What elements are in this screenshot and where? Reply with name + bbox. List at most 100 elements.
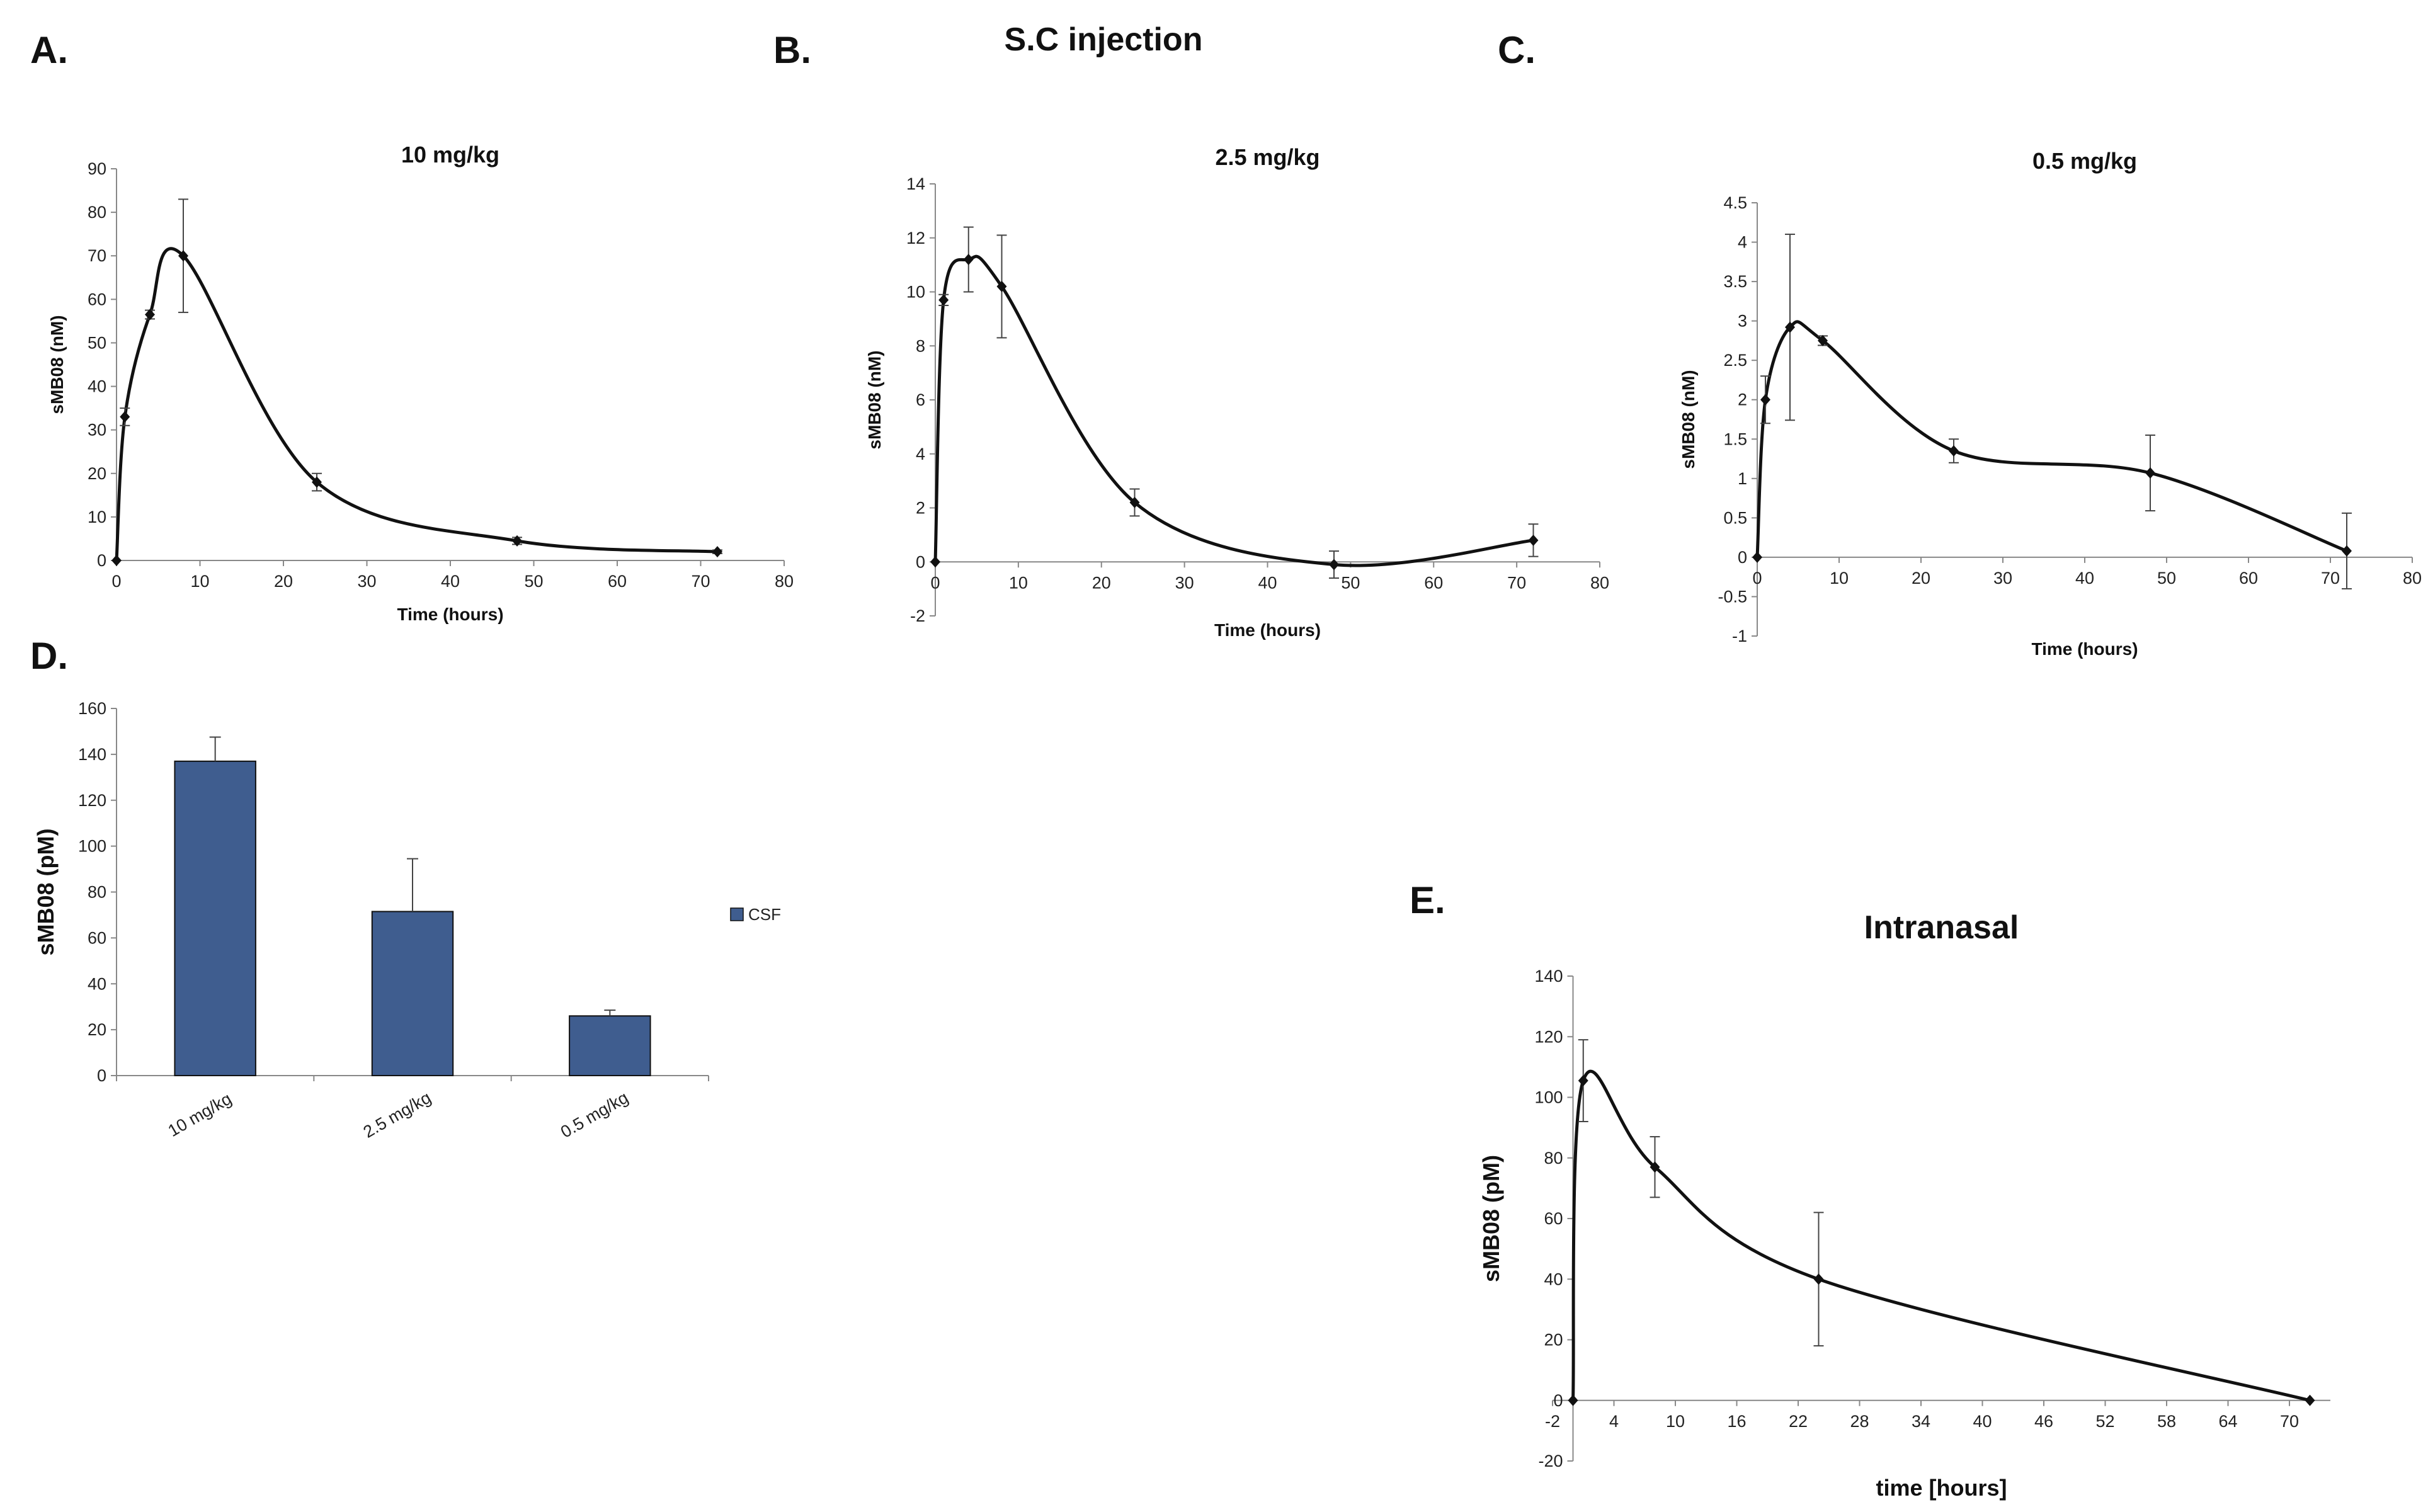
chart-e-y-tick-label: 120 (1534, 1027, 1563, 1046)
chart-a-data-point (512, 535, 522, 547)
chart-e-x-tick-label: 52 (2095, 1412, 2114, 1431)
chart-e-series-line (1571, 1069, 2311, 1402)
chart-e-x-tick-label: 64 (2218, 1412, 2237, 1431)
chart-d-legend-label: CSF (748, 905, 781, 924)
chart-a-data-point (312, 476, 322, 488)
chart-c-x-tick-label: 40 (2075, 569, 2094, 588)
chart-a-y-tick-label: 0 (97, 551, 106, 570)
chart-a-y-tick-label: 70 (88, 246, 106, 265)
chart-c-data-point (1949, 445, 1959, 457)
chart-c-y-tick-label: 3.5 (1723, 272, 1747, 291)
chart-e-x-tick-label: 4 (1609, 1412, 1619, 1431)
chart-c-series-line (1755, 320, 2347, 558)
chart-b-data-point (938, 294, 949, 306)
chart-b-y-tick-label: 0 (916, 552, 925, 571)
chart-a-data-point (145, 309, 155, 321)
chart-a-y-tick-label: 20 (88, 464, 106, 483)
panel-letter-c: C. (1498, 29, 1536, 71)
chart-a-x-tick-label: 20 (274, 572, 293, 591)
chart-d-category-label: 2.5 mg/kg (360, 1088, 435, 1142)
chart-c-y-tick-label: 0.5 (1723, 508, 1747, 527)
chart-e-y-tick-label: 40 (1544, 1270, 1563, 1288)
chart-c-x-label: Time (hours) (2031, 639, 2138, 659)
chart-e-y-tick-label: -20 (1538, 1452, 1563, 1470)
chart-b-series-line (933, 254, 1534, 567)
chart-c-x-tick-label: 50 (2157, 569, 2176, 588)
chart-e-x-tick-label: -2 (1545, 1412, 1560, 1431)
chart-b-data-point (930, 556, 940, 568)
chart-a-y-tick-label: 50 (88, 333, 106, 352)
chart-a-series-line (115, 247, 718, 561)
chart-c-data-point (1752, 551, 1762, 563)
chart-a-y-tick-label: 40 (88, 377, 106, 396)
chart-a-y-label: sMB08 (nM) (47, 315, 67, 414)
chart-e-y-tick-label: 100 (1534, 1088, 1563, 1107)
chart-c-data-point (1818, 334, 1828, 346)
chart-b-y-tick-label: 10 (906, 283, 925, 302)
chart-c-x-tick-label: 20 (1912, 569, 1930, 588)
chart-e-x-tick-label: 40 (1973, 1412, 1992, 1431)
chart-b-x-tick-label: 10 (1009, 573, 1028, 592)
chart-a-x-tick-label: 40 (441, 572, 460, 591)
chart-c-x-tick-label: 70 (2321, 569, 2340, 588)
chart-e-x-tick-label: 34 (1912, 1412, 1930, 1431)
chart-e-y-tick-label: 0 (1553, 1391, 1563, 1410)
chart-b-y-label: sMB08 (nM) (865, 350, 884, 449)
group-title: S.C injection (1005, 21, 1203, 58)
chart-e-x-tick-label: 22 (1789, 1412, 1808, 1431)
chart-c-x-tick-label: 30 (1993, 569, 2012, 588)
chart-a-x-tick-label: 80 (775, 572, 794, 591)
chart-c-x-tick-label: 80 (2403, 569, 2422, 588)
panel-letter-a: A. (30, 29, 68, 71)
chart-d-bar (371, 911, 454, 1077)
chart-a-x-label: Time (hours) (397, 605, 503, 624)
chart-c-y-tick-label: 1.5 (1723, 429, 1747, 448)
chart-c-y-tick-label: 2 (1738, 390, 1747, 409)
chart-c-y-tick-label: 1 (1738, 469, 1747, 488)
chart-a-title: 10 mg/kg (401, 142, 499, 168)
chart-d-y-tick-label: 20 (88, 1020, 106, 1039)
chart-c-y-tick-label: -0.5 (1718, 587, 1747, 606)
chart-e-data-point (1813, 1273, 1824, 1285)
chart-c-y-tick-label: 4.5 (1723, 193, 1747, 212)
chart-e-x-tick-label: 10 (1666, 1412, 1685, 1431)
chart-b-x-tick-label: 20 (1092, 573, 1111, 592)
chart-b-data-point (963, 254, 974, 266)
chart-a-data-point (111, 555, 122, 566)
chart-c: 0.5 mg/kg -1 -0.5 0 0.5 1 1.5 2 2.5 3 3.5 4 4.5 0 10 20… (1679, 148, 2422, 659)
chart-d: 0 20 40 60 80 100 120 140 160 10 mg/kg 2.5 mg/kg 0.… (33, 699, 781, 1142)
chart-a-data-point (178, 250, 188, 262)
chart-b-title: 2.5 mg/kg (1215, 144, 1319, 170)
chart-a-x-tick-label: 30 (357, 572, 376, 591)
chart-e-title: Intranasal (1864, 909, 2019, 946)
chart-e: Intranasal -20 0 20 40 60 80 100 120 140 -2 4 10 16 22… (1478, 909, 2330, 1501)
chart-b-y-tick-label: -2 (910, 606, 925, 625)
chart-e-x-tick-label: 70 (2280, 1412, 2299, 1431)
chart-d-category-label: 10 mg/kg (165, 1089, 235, 1140)
chart-d-y-tick-label: 40 (88, 974, 106, 993)
chart-e-x-tick-label: 16 (1727, 1412, 1746, 1431)
chart-e-data-point (1650, 1161, 1660, 1173)
chart-b-x-tick-label: 70 (1507, 573, 1526, 592)
chart-b-y-tick-label: 12 (906, 229, 925, 247)
chart-e-data-point (2305, 1394, 2315, 1406)
chart-e-x-tick-label: 58 (2157, 1412, 2176, 1431)
chart-b-x-tick-label: 50 (1341, 573, 1360, 592)
chart-c-title: 0.5 mg/kg (2032, 148, 2137, 174)
chart-c-data-point (2342, 545, 2352, 557)
chart-c-y-tick-label: -1 (1732, 627, 1747, 645)
chart-d-y-label: sMB08 (pM) (33, 828, 59, 955)
chart-e-x-tick-label: 46 (2034, 1412, 2053, 1431)
chart-a-x-tick-label: 10 (190, 572, 209, 591)
chart-a-x-tick-label: 70 (691, 572, 710, 591)
chart-e-y-tick-label: 60 (1544, 1209, 1563, 1228)
chart-e-data-point (1568, 1394, 1578, 1406)
chart-d-category-label: 0.5 mg/kg (557, 1088, 632, 1142)
chart-c-data-point (2145, 467, 2155, 479)
chart-d-y-tick-label: 140 (78, 745, 106, 764)
chart-a-y-tick-label: 30 (88, 421, 106, 440)
chart-c-x-tick-label: 60 (2239, 569, 2258, 588)
chart-b: 2.5 mg/kg -2 0 2 4 6 8 10 12 14 0 10 20 30 40 50 60 70 80 T… (865, 144, 1609, 640)
chart-a-x-tick-label: 50 (524, 572, 543, 591)
panel-letter-d: D. (30, 635, 68, 677)
